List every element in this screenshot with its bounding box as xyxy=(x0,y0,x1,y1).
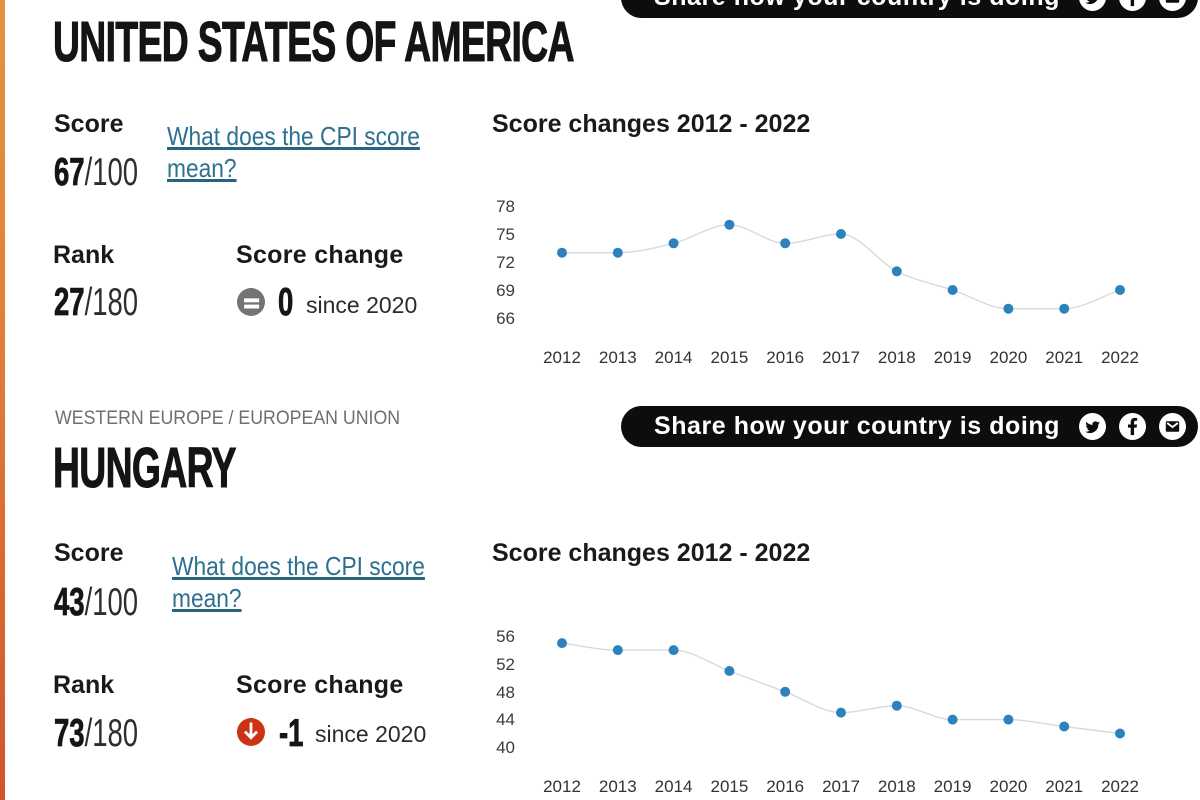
svg-text:2020: 2020 xyxy=(989,348,1027,367)
svg-text:72: 72 xyxy=(496,253,515,272)
svg-text:44: 44 xyxy=(496,710,515,729)
svg-text:66: 66 xyxy=(496,309,515,328)
svg-text:56: 56 xyxy=(496,627,515,646)
svg-text:75: 75 xyxy=(496,225,515,244)
svg-text:2019: 2019 xyxy=(934,777,972,796)
svg-text:2018: 2018 xyxy=(878,348,916,367)
svg-text:2017: 2017 xyxy=(822,777,860,796)
svg-text:2019: 2019 xyxy=(934,348,972,367)
svg-text:2018: 2018 xyxy=(878,777,916,796)
svg-text:2014: 2014 xyxy=(655,777,693,796)
svg-text:52: 52 xyxy=(496,655,515,674)
svg-text:2013: 2013 xyxy=(599,777,637,796)
svg-text:2016: 2016 xyxy=(766,777,804,796)
svg-text:69: 69 xyxy=(496,281,515,300)
svg-text:2022: 2022 xyxy=(1101,777,1139,796)
svg-text:2015: 2015 xyxy=(710,777,748,796)
svg-text:2021: 2021 xyxy=(1045,777,1083,796)
svg-text:40: 40 xyxy=(496,738,515,757)
svg-text:2012: 2012 xyxy=(543,348,581,367)
svg-text:2012: 2012 xyxy=(543,777,581,796)
svg-text:2022: 2022 xyxy=(1101,348,1139,367)
svg-text:78: 78 xyxy=(496,197,515,216)
svg-text:2013: 2013 xyxy=(599,348,637,367)
svg-text:2014: 2014 xyxy=(655,348,693,367)
svg-text:2015: 2015 xyxy=(710,348,748,367)
svg-text:48: 48 xyxy=(496,683,515,702)
svg-text:2016: 2016 xyxy=(766,348,804,367)
svg-text:2017: 2017 xyxy=(822,348,860,367)
svg-text:2021: 2021 xyxy=(1045,348,1083,367)
svg-text:2020: 2020 xyxy=(989,777,1027,796)
